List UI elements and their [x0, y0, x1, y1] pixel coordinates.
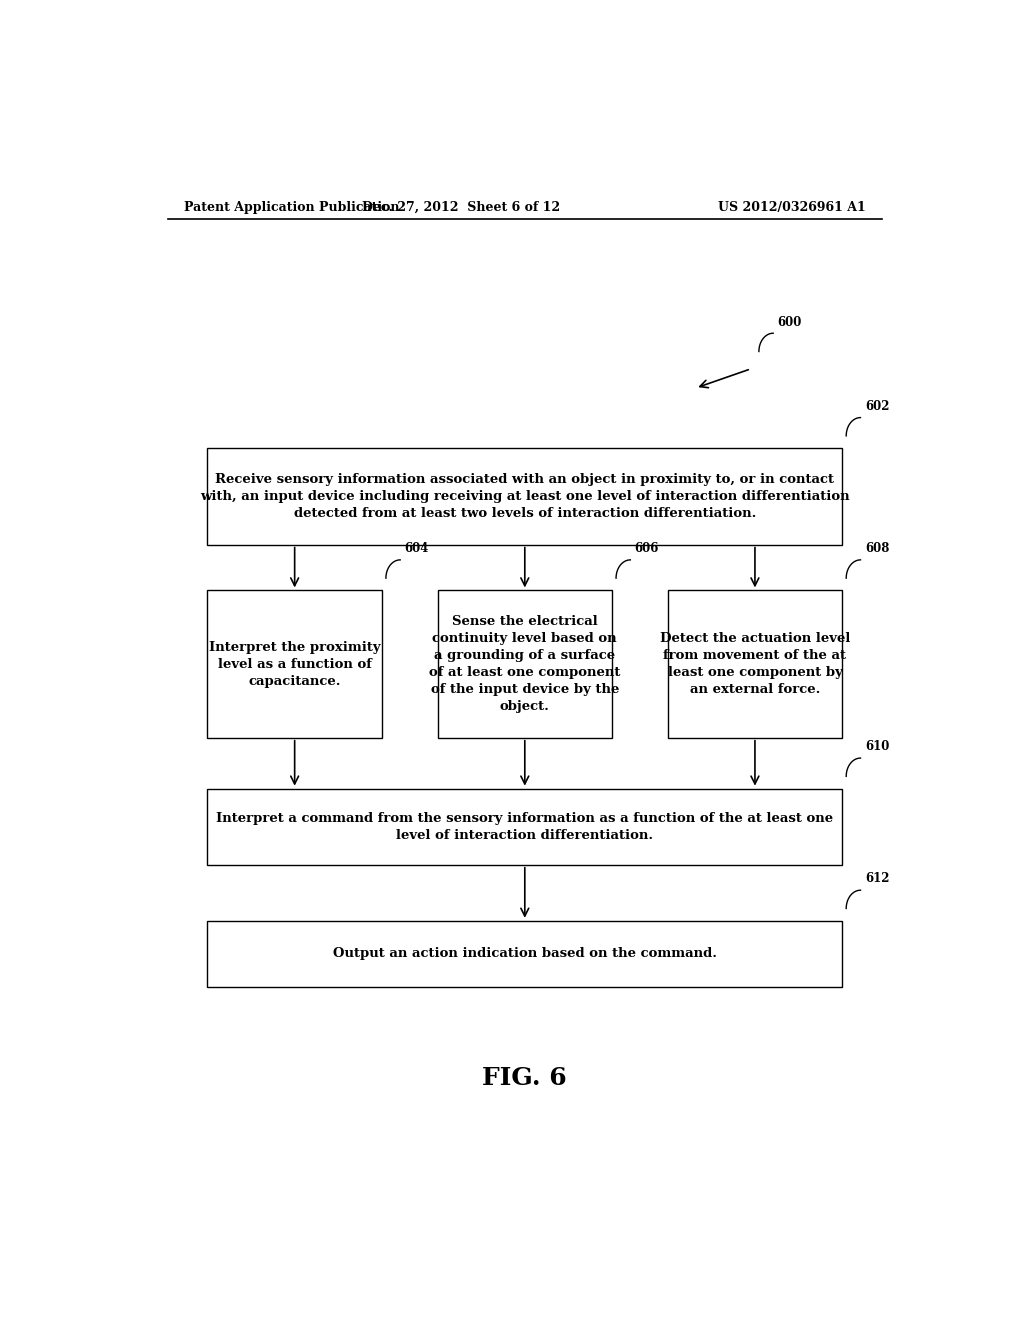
Text: 606: 606	[635, 541, 659, 554]
Text: 610: 610	[865, 741, 889, 752]
Text: 604: 604	[404, 541, 429, 554]
FancyBboxPatch shape	[207, 921, 842, 987]
Text: FIG. 6: FIG. 6	[482, 1067, 567, 1090]
Text: Interpret a command from the sensory information as a function of the at least o: Interpret a command from the sensory inf…	[216, 812, 834, 842]
FancyBboxPatch shape	[668, 590, 842, 738]
Text: 602: 602	[865, 400, 889, 412]
Text: Detect the actuation level
from movement of the at
least one component by
an ext: Detect the actuation level from movement…	[659, 632, 850, 696]
Text: Output an action indication based on the command.: Output an action indication based on the…	[333, 948, 717, 960]
FancyBboxPatch shape	[207, 590, 382, 738]
Text: 608: 608	[865, 541, 889, 554]
Text: Patent Application Publication: Patent Application Publication	[183, 201, 399, 214]
Text: Dec. 27, 2012  Sheet 6 of 12: Dec. 27, 2012 Sheet 6 of 12	[362, 201, 560, 214]
Text: Interpret the proximity
level as a function of
capacitance.: Interpret the proximity level as a funct…	[209, 640, 381, 688]
FancyBboxPatch shape	[207, 447, 842, 545]
FancyBboxPatch shape	[207, 788, 842, 865]
Text: 600: 600	[777, 317, 802, 329]
Text: Receive sensory information associated with an object in proximity to, or in con: Receive sensory information associated w…	[200, 473, 850, 520]
Text: 612: 612	[865, 873, 889, 886]
Text: Sense the electrical
continuity level based on
a grounding of a surface
of at le: Sense the electrical continuity level ba…	[429, 615, 621, 713]
FancyBboxPatch shape	[437, 590, 612, 738]
Text: US 2012/0326961 A1: US 2012/0326961 A1	[718, 201, 866, 214]
